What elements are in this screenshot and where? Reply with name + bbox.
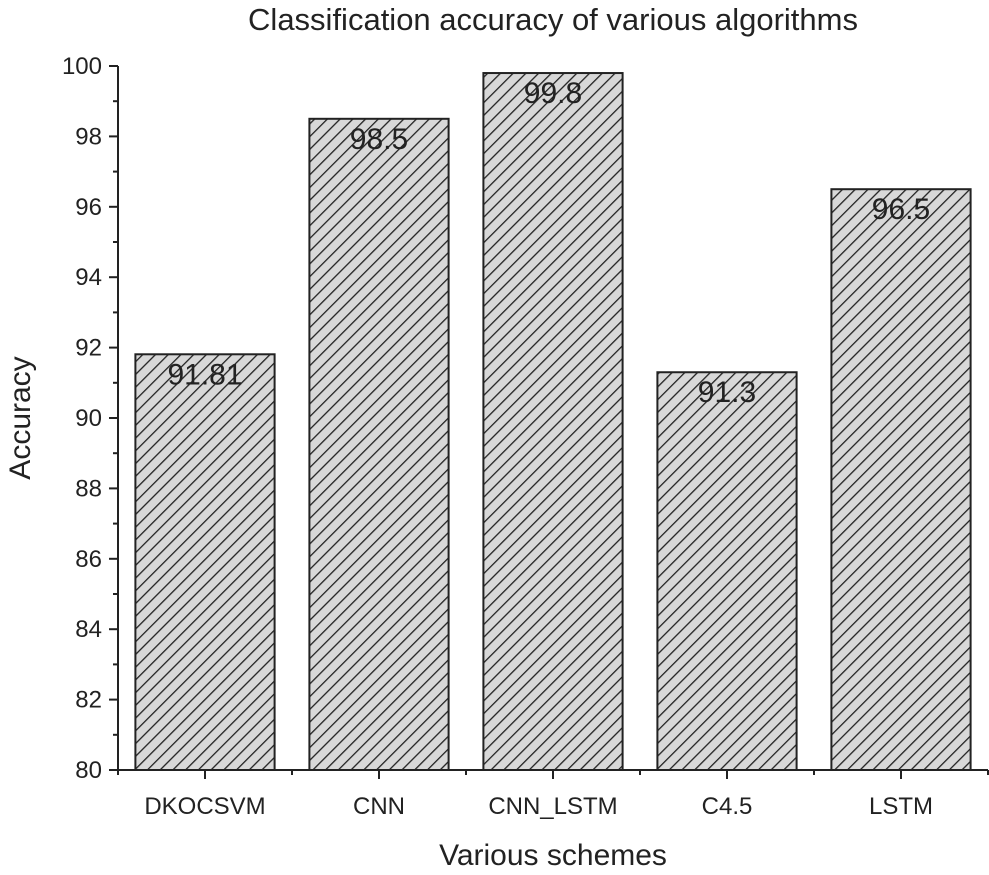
y-tick-label: 100 <box>62 53 102 80</box>
y-tick-label: 88 <box>75 475 102 502</box>
x-tick-label: DKOCSVM <box>144 793 265 820</box>
y-tick-label: 84 <box>75 616 102 643</box>
x-axis-ticks: DKOCSVM CNN CNN_LSTM C4.5 LSTM <box>117 770 989 820</box>
data-label: 91.3 <box>698 376 756 409</box>
bar-c4-5 <box>656 371 798 771</box>
x-tick-label: CNN <box>353 793 405 820</box>
y-tick-label: 98 <box>75 123 102 150</box>
bar-cnn-lstm <box>482 72 624 772</box>
y-tick-label: 86 <box>75 546 102 573</box>
y-tick-label: 96 <box>75 194 102 221</box>
x-tick-label: C4.5 <box>702 793 753 820</box>
data-label: 99.8 <box>524 77 582 110</box>
data-label: 98.5 <box>350 123 408 156</box>
data-label: 91.81 <box>167 358 242 391</box>
bars: 91.81 98.5 99.8 91.3 96.5 <box>134 72 972 772</box>
x-tick-label: CNN_LSTM <box>488 793 617 820</box>
data-label: 96.5 <box>872 193 930 226</box>
y-axis-ticks: 80 82 84 86 88 90 92 94 96 98 100 <box>62 53 118 784</box>
bar-lstm <box>830 188 972 771</box>
y-tick-label: 90 <box>75 405 102 432</box>
y-tick-label: 92 <box>75 335 102 362</box>
y-tick-label: 82 <box>75 687 102 714</box>
y-tick-label: 94 <box>75 264 102 291</box>
x-tick-label: LSTM <box>869 793 933 820</box>
bar-dkocsvm <box>134 353 276 771</box>
y-tick-label: 80 <box>75 757 102 784</box>
y-axis-title: Accuracy <box>4 356 37 479</box>
x-axis-title: Various schemes <box>439 839 667 872</box>
bar-cnn <box>308 117 450 772</box>
chart-title: Classification accuracy of various algor… <box>248 2 858 37</box>
